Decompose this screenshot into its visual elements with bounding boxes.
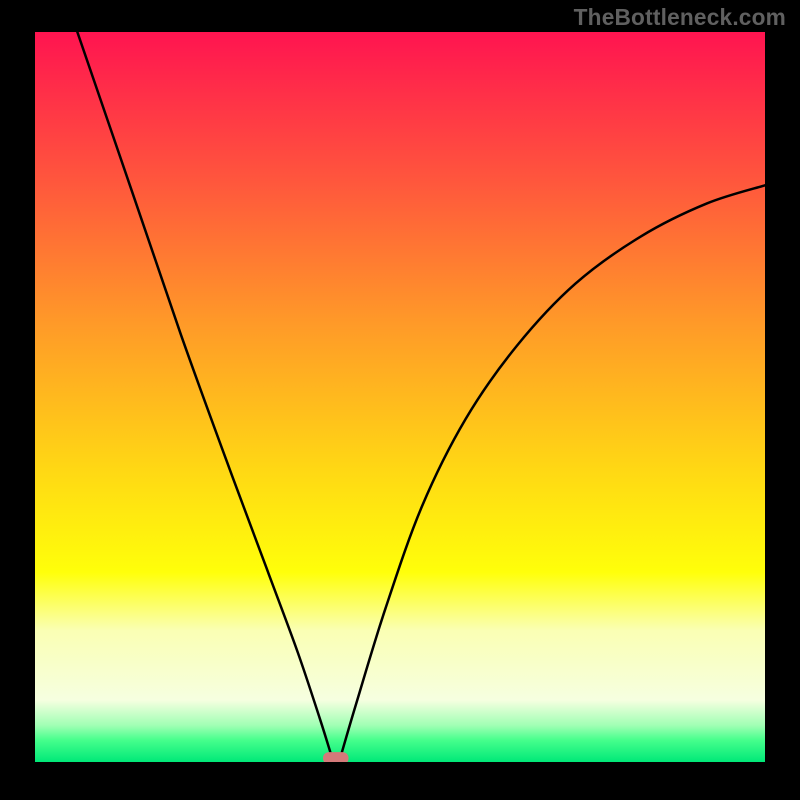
- chart-frame: TheBottleneck.com: [0, 0, 800, 800]
- watermark-text: TheBottleneck.com: [574, 4, 786, 31]
- chart-svg: [35, 32, 765, 762]
- gradient-background: [35, 32, 765, 762]
- dip-marker: [323, 752, 349, 762]
- plot-area: [35, 32, 765, 762]
